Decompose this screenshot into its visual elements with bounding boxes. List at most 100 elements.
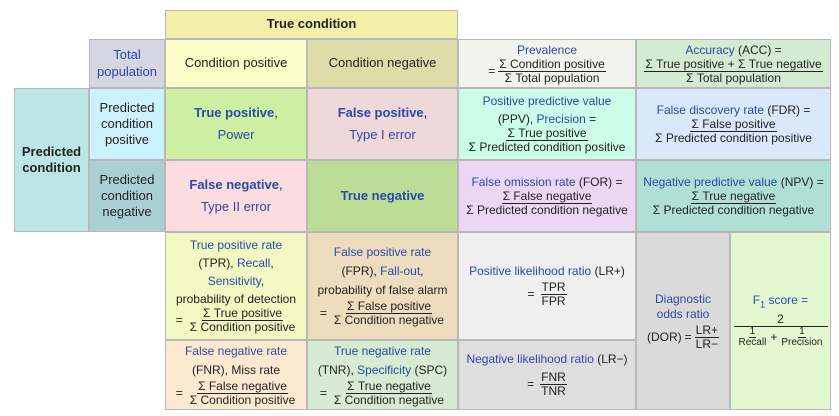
dor-link[interactable]: Diagnostic odds ratio xyxy=(654,291,712,321)
f1-score-cell: F1 score = 2 1 Recall + 1 Precision xyxy=(730,232,831,410)
f1-recall-den: Recall xyxy=(738,337,767,349)
ppv-fraction: Σ True positive Σ Predicted condition po… xyxy=(468,127,627,153)
tpr-line2: (TPR), Recall, xyxy=(198,256,273,271)
lr-negative-numerator: FNR xyxy=(540,370,567,385)
tnr-link[interactable]: True negative rate xyxy=(334,343,431,358)
type1-error-link[interactable]: Type I error xyxy=(349,127,416,142)
accuracy-title: Accuracy (ACC) = xyxy=(685,43,781,58)
fpr-line2: (FPR), Fall-out, xyxy=(341,264,423,279)
lr-positive-numerator: TPR xyxy=(540,280,567,295)
ppv-abbr: (PPV), xyxy=(497,112,537,127)
recall-link[interactable]: Recall xyxy=(236,256,271,271)
prevalence-link[interactable]: Prevalence xyxy=(516,42,578,57)
f1-precision-den: Precision xyxy=(781,337,823,349)
total-population-cell[interactable]: Total population xyxy=(89,39,165,88)
ppv-denominator: Σ Predicted condition positive xyxy=(468,140,626,154)
true-positive-title: True positive, xyxy=(194,105,278,121)
sensitivity-link[interactable]: Sensitivity xyxy=(207,274,261,289)
power-row: Power xyxy=(218,127,255,143)
prevalence-fraction: Σ Condition positive Σ Total population xyxy=(498,56,606,84)
f1-subscript[interactable]: 1 xyxy=(760,299,766,310)
fpr-false-alarm: probability of false alarm xyxy=(317,283,448,298)
tpr-comma: , xyxy=(270,256,274,271)
prevalence-formula: = Σ Condition positive Σ Total populatio… xyxy=(488,58,606,84)
fdr-cell: False discovery rate (FDR) = Σ False pos… xyxy=(636,88,831,160)
accuracy-denominator: Σ Total population xyxy=(686,70,781,85)
tpr-fraction: Σ True positive Σ Condition positive xyxy=(189,307,296,333)
tnr-spc: (SPC) xyxy=(411,362,448,377)
npv-link[interactable]: Negative predictive value xyxy=(643,175,778,190)
fnr-denominator: Σ Condition positive xyxy=(189,392,296,407)
precision-link[interactable]: Precision xyxy=(536,112,586,127)
fdr-denominator: Σ Predicted condition positive xyxy=(655,131,812,145)
type2-error-link[interactable]: Type II error xyxy=(200,199,272,214)
fnr-formula: = Σ False negative Σ Condition positive xyxy=(176,380,297,406)
tnr-fraction: Σ True negative Σ Condition negative xyxy=(333,380,445,406)
fdr-abbr: (FDR) = xyxy=(764,103,811,118)
fnr-fraction: Σ False negative Σ Condition positive xyxy=(189,380,296,406)
lr-positive-link[interactable]: Positive likelihood ratio xyxy=(469,264,592,279)
accuracy-link[interactable]: Accuracy xyxy=(685,42,735,57)
f1-letter[interactable]: F xyxy=(752,293,761,308)
ppv-line2: (PPV), Precision = xyxy=(498,112,596,127)
true-negative-link[interactable]: True negative xyxy=(340,187,425,203)
f1-denominator-terms: 1 Recall + 1 Precision xyxy=(738,326,824,349)
f1-rest[interactable]: score = xyxy=(765,293,809,308)
for-numerator: Σ False negative xyxy=(501,189,593,204)
true-positive-sep: , xyxy=(274,104,278,120)
true-condition-label: True condition xyxy=(266,16,357,32)
fallout-link[interactable]: Fall-out xyxy=(380,264,421,279)
for-link[interactable]: False omission rate xyxy=(471,175,576,190)
specificity-link[interactable]: Specificity xyxy=(357,362,412,377)
false-negative-cell: False negative, Type II error xyxy=(165,160,307,232)
predicted-condition-header: Predicted condition xyxy=(14,88,89,232)
tnr-numerator: Σ True negative xyxy=(346,378,432,394)
fdr-fraction: Σ False positive Σ Predicted condition p… xyxy=(654,118,813,144)
lr-positive-formula: = TPR FPR xyxy=(527,280,567,308)
equals-sign: = xyxy=(527,287,535,301)
true-positive-cell: True positive, Power xyxy=(165,88,307,160)
lr-negative-cell: Negative likelihood ratio (LR−) = FNR TN… xyxy=(458,340,636,410)
true-positive-link[interactable]: True positive xyxy=(194,104,275,120)
plus-sign: + xyxy=(770,330,778,345)
equals-sign: = xyxy=(175,385,183,400)
fpr-numerator: Σ False positive xyxy=(345,299,433,314)
prevalence-numerator: Σ Condition positive xyxy=(498,56,606,72)
lr-positive-title: Positive likelihood ratio (LR+) xyxy=(469,264,625,279)
power-link[interactable]: Power xyxy=(217,127,255,142)
ppv-link[interactable]: Positive predictive value xyxy=(482,94,612,109)
equals-sign: = xyxy=(527,377,535,391)
false-positive-link[interactable]: False positive xyxy=(337,104,424,120)
equals-sign: = xyxy=(319,385,327,400)
fpr-formula: = Σ False positive Σ Condition negative xyxy=(320,300,445,326)
tpr-denominator: Σ Condition positive xyxy=(189,320,296,334)
f1-precision-term: 1 Precision xyxy=(780,326,823,349)
predicted-negative-label: Predicted condition negative xyxy=(99,171,155,220)
true-condition-header: True condition xyxy=(165,10,458,39)
lr-negative-formula: = FNR TNR xyxy=(527,371,567,397)
tnr-denominator: Σ Condition negative xyxy=(333,392,445,407)
type2-row: Type II error xyxy=(201,199,271,215)
false-negative-link[interactable]: False negative xyxy=(189,176,279,192)
tpr-link[interactable]: True positive rate xyxy=(189,238,283,253)
fnr-line2: (FNR), Miss rate xyxy=(192,363,280,378)
ppv-numerator: Σ True positive xyxy=(506,126,588,141)
lr-negative-denominator: TNR xyxy=(541,384,566,398)
type1-row: Type I error xyxy=(349,127,415,143)
f1-link[interactable]: F1 score = xyxy=(752,293,809,310)
npv-denominator: Σ Predicted condition negative xyxy=(652,203,815,217)
lr-negative-link[interactable]: Negative likelihood ratio xyxy=(466,352,594,367)
tnr-abbr: (TNR), xyxy=(317,362,358,377)
fnr-link[interactable]: False negative rate xyxy=(184,343,288,358)
predicted-positive-cell: Predicted condition positive xyxy=(89,88,165,160)
tnr-cell: True negative rate (TNR), Specificity (S… xyxy=(307,340,458,410)
condition-negative-cell: Condition negative xyxy=(307,39,458,88)
fdr-link[interactable]: False discovery rate xyxy=(656,103,765,118)
fpr-link[interactable]: False positive rate xyxy=(333,245,432,260)
false-negative-title: False negative, xyxy=(189,177,282,193)
lr-positive-denominator: FPR xyxy=(541,294,566,308)
total-population-label[interactable]: Total population xyxy=(97,47,157,79)
dor-numerator: LR+ xyxy=(694,322,720,338)
tpr-abbr: (TPR), xyxy=(198,256,237,271)
tnr-line2: (TNR), Specificity (SPC) xyxy=(318,363,447,378)
